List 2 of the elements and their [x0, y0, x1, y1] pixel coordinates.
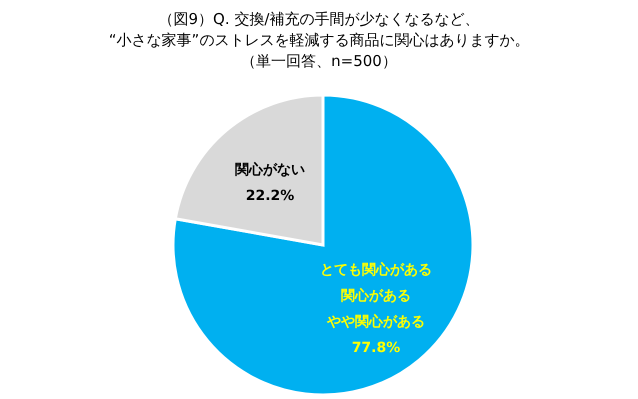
title: （図9）Q. 交換/補充の手間が少なくなるなど、 “小さな家事”のストレスを軽減する商品に関心はありますか。: [108, 10, 530, 49]
chart-subtitle: （単一回答、n=500）: [241, 52, 397, 70]
